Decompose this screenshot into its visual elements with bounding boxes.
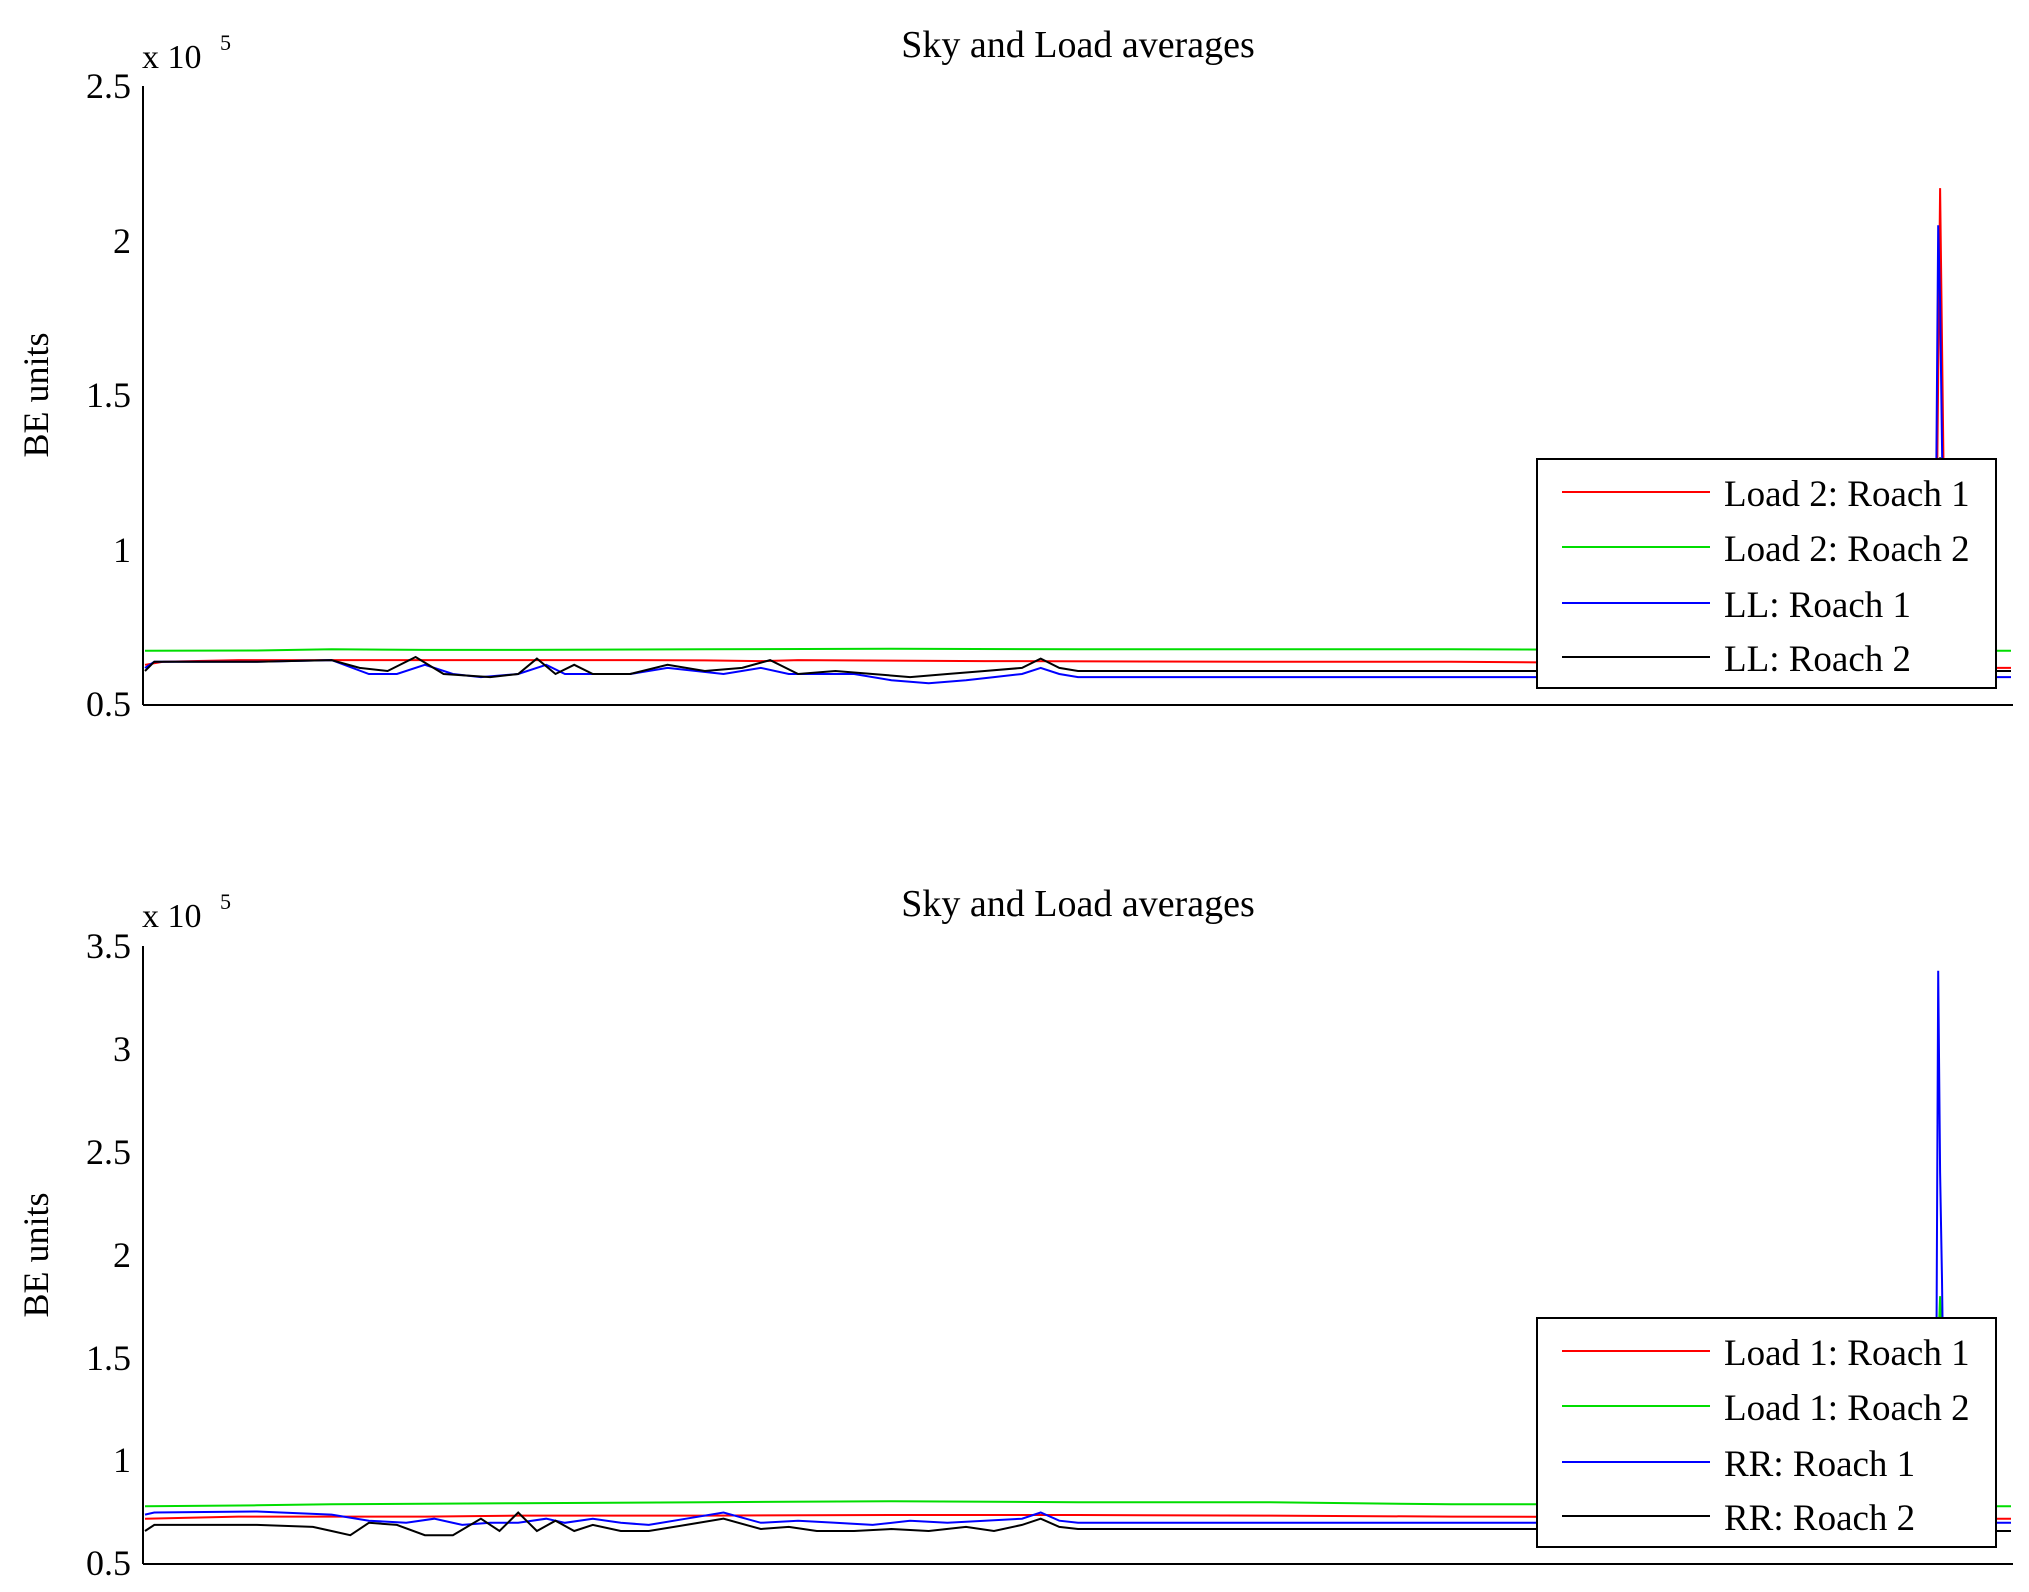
y-tick-label: 3 <box>113 1029 131 1069</box>
y-ticks: 3.5 3 2.5 2 1.5 1 0.5 <box>86 926 131 1583</box>
legend: Load 2: Roach 1 Load 2: Roach 2 LL: Roac… <box>1536 458 1997 689</box>
y-tick-label: 3.5 <box>86 926 131 966</box>
legend-label: RR: Roach 1 <box>1724 1444 1915 1485</box>
y-multiplier-exponent: 5 <box>220 30 231 55</box>
y-tick-label: 2.5 <box>86 66 131 106</box>
subplot-2: Sky and Load averages BE units x 10 5 3.… <box>16 883 2013 1583</box>
y-multiplier-exponent: 5 <box>220 889 231 914</box>
y-tick-label: 2 <box>113 1235 131 1275</box>
y-multiplier: x 10 5 <box>142 889 231 935</box>
legend-box <box>1536 458 1997 689</box>
legend-label: Load 2: Roach 2 <box>1724 529 1970 570</box>
y-tick-label: 1 <box>113 1440 131 1480</box>
y-tick-label: 0.5 <box>86 684 131 724</box>
legend-label: LL: Roach 1 <box>1724 585 1911 626</box>
y-tick-label: 1 <box>113 530 131 570</box>
y-ticks: 2.5 2 1.5 1 0.5 <box>86 66 131 724</box>
legend-box <box>1536 1317 1997 1548</box>
legend-label: Load 2: Roach 1 <box>1724 474 1970 515</box>
legend-label: RR: Roach 2 <box>1724 1498 1915 1539</box>
y-tick-label: 2 <box>113 221 131 261</box>
y-multiplier: x 10 5 <box>142 30 231 76</box>
subplot-1: Sky and Load averages BE units x 10 5 2.… <box>16 24 2013 724</box>
legend-label: LL: Roach 2 <box>1724 639 1911 680</box>
legend-label: Load 1: Roach 1 <box>1724 1333 1970 1374</box>
y-tick-label: 0.5 <box>86 1543 131 1583</box>
y-axis-label: BE units <box>16 332 56 457</box>
y-tick-label: 1.5 <box>86 1338 131 1378</box>
y-multiplier-prefix: x 10 <box>142 898 202 935</box>
y-multiplier-prefix: x 10 <box>142 39 202 76</box>
series-line-1 <box>144 188 2011 669</box>
y-axis-label: BE units <box>16 1192 56 1317</box>
legend: Load 1: Roach 1 Load 1: Roach 2 RR: Roac… <box>1536 1317 1997 1548</box>
chart-title: Sky and Load averages <box>901 24 1255 66</box>
y-tick-label: 2.5 <box>86 1132 131 1172</box>
chart-title: Sky and Load averages <box>901 883 1255 925</box>
legend-label: Load 1: Roach 2 <box>1724 1388 1970 1429</box>
y-tick-label: 1.5 <box>86 375 131 415</box>
